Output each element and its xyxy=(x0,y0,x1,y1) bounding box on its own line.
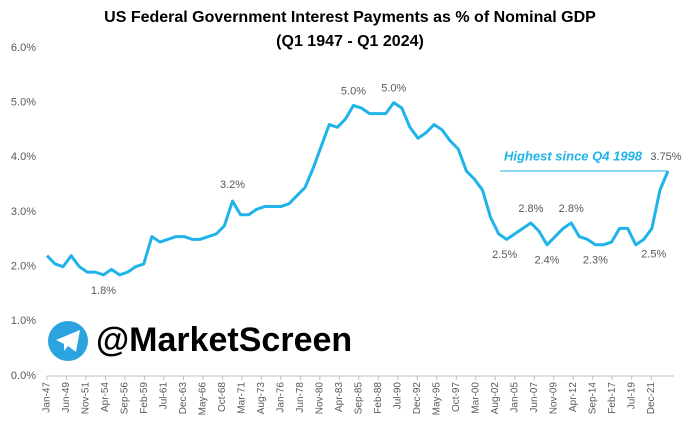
y-tick-label: 2.0% xyxy=(11,261,36,273)
x-tick-label: Dec-21 xyxy=(646,382,657,415)
x-tick-label: Sep-56 xyxy=(120,382,131,415)
x-tick-label: Aug-73 xyxy=(256,382,267,415)
x-tick-label: Apr-54 xyxy=(100,382,111,412)
x-tick-label: Feb-59 xyxy=(139,382,150,414)
x-tick-label: Oct-97 xyxy=(451,382,462,412)
x-tick-label: Mar-00 xyxy=(470,382,481,414)
data-label: 3.75% xyxy=(650,151,681,163)
x-tick-label: Jul-19 xyxy=(626,382,637,410)
y-tick-label: 3.0% xyxy=(11,206,36,218)
x-tick-label: Sep-14 xyxy=(587,382,598,415)
reference-label: Highest since Q4 1998 xyxy=(504,148,643,163)
x-tick-label: Mar-71 xyxy=(237,382,248,414)
telegram-icon xyxy=(48,321,88,361)
x-tick-label: May-95 xyxy=(431,382,442,416)
y-tick-label: 4.0% xyxy=(11,151,36,163)
line xyxy=(45,101,670,277)
x-tick-label: Jun-78 xyxy=(295,382,306,413)
x-tick-label: Jan-76 xyxy=(276,382,287,413)
y-tick-label: 6.0% xyxy=(11,42,36,54)
x-tick-label: May-66 xyxy=(198,382,209,416)
y-tick-label: 1.0% xyxy=(11,315,36,327)
x-tick-label: Aug-02 xyxy=(490,382,501,415)
data-label: 2.5% xyxy=(492,249,517,261)
x-tick-label: Nov-80 xyxy=(315,382,326,415)
x-tick-label: Feb-88 xyxy=(373,382,384,414)
x-tick-label: Jul-90 xyxy=(392,382,403,410)
x-tick-label: Sep-85 xyxy=(353,382,364,415)
x-tick-label: Apr-12 xyxy=(568,382,579,412)
data-label: 5.0% xyxy=(341,85,366,97)
y-tick-label: 5.0% xyxy=(11,97,36,109)
x-tick-label: Nov-09 xyxy=(548,382,559,415)
y-tick-label: 0.0% xyxy=(11,370,36,382)
data-label: 1.8% xyxy=(91,285,116,297)
chart-title: US Federal Government Interest Payments … xyxy=(104,9,596,26)
data-label: 2.3% xyxy=(583,255,608,267)
data-label: 2.8% xyxy=(518,203,543,215)
x-tick-label: Dec-92 xyxy=(412,382,423,415)
data-label: 5.0% xyxy=(381,83,406,95)
x-tick-label: Jul-61 xyxy=(159,382,170,410)
data-label: 2.5% xyxy=(641,249,666,261)
data-label: 3.2% xyxy=(220,179,245,191)
chart-subtitle: (Q1 1947 - Q1 2024) xyxy=(276,33,424,50)
x-tick-label: Dec-63 xyxy=(178,382,189,415)
x-tick-label: Jan-05 xyxy=(509,382,520,413)
x-tick-label: Apr-83 xyxy=(334,382,345,412)
watermark: @MarketScreen xyxy=(96,321,352,359)
data-label: 2.8% xyxy=(559,203,584,215)
x-tick-label: Feb-17 xyxy=(607,382,618,414)
x-tick-label: Jun-07 xyxy=(529,382,540,413)
x-tick-label: Nov-51 xyxy=(81,382,92,415)
x-tick-label: Jun-49 xyxy=(61,382,72,413)
data-label: 2.4% xyxy=(534,255,559,267)
x-tick-label: Oct-68 xyxy=(217,382,228,412)
x-tick-label: Jan-47 xyxy=(42,382,53,413)
